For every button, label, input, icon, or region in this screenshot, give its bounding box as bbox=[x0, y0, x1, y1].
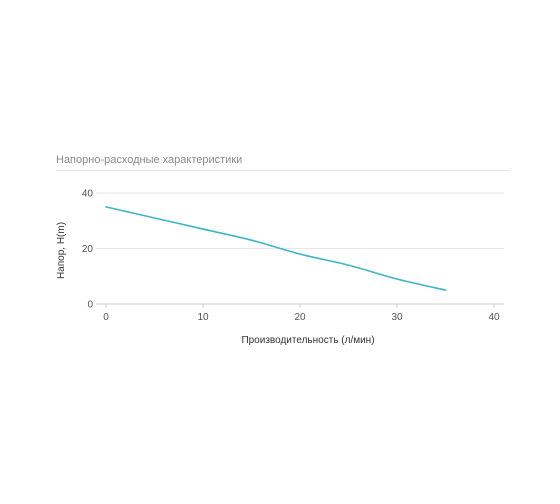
x-tick-label-10: 10 bbox=[197, 312, 209, 323]
x-axis-label: Производительность (л/мин) bbox=[241, 335, 374, 346]
tick-labels: 0 20 40 0 10 20 30 40 bbox=[82, 189, 500, 324]
axes bbox=[96, 303, 504, 308]
series-layer bbox=[105, 206, 447, 291]
title-divider bbox=[56, 170, 510, 171]
chart-title: Напорно-расходные характеристики bbox=[56, 154, 243, 166]
y-axis-label: Напор, Н(m) bbox=[56, 222, 67, 279]
series-line-0 bbox=[105, 206, 447, 291]
grid-lines bbox=[96, 192, 504, 249]
y-tick-label-40: 40 bbox=[82, 189, 94, 200]
y-tick-label-0: 0 bbox=[87, 300, 93, 311]
x-tick-label-40: 40 bbox=[488, 312, 500, 323]
x-tick-label-30: 30 bbox=[391, 312, 403, 323]
y-tick-label-20: 20 bbox=[82, 244, 94, 255]
x-tick-label-20: 20 bbox=[294, 312, 306, 323]
x-tick-label-0: 0 bbox=[103, 312, 109, 323]
